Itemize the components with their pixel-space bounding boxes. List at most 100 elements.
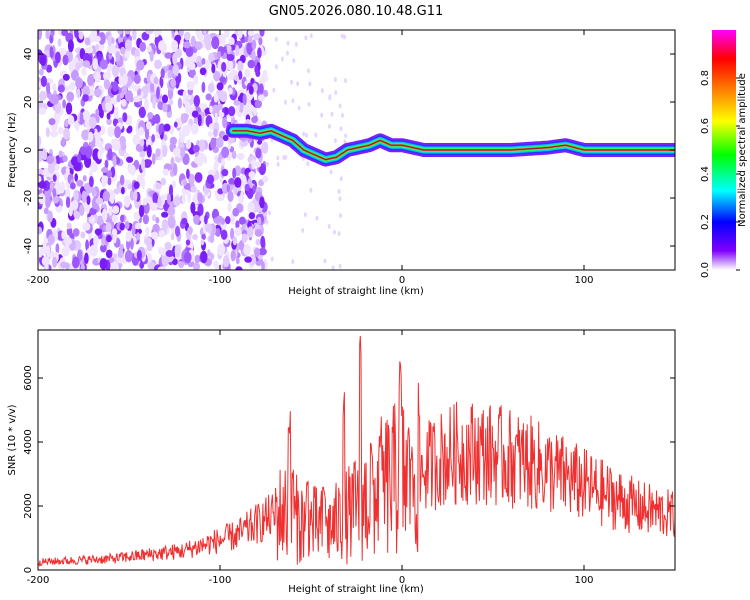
noise-blob bbox=[85, 239, 89, 251]
noise-blob bbox=[146, 159, 153, 166]
noise-blob bbox=[247, 34, 253, 44]
noise-blob bbox=[169, 201, 174, 215]
snr-frame bbox=[37, 329, 676, 571]
noise-blob bbox=[71, 199, 79, 211]
noise-blob bbox=[344, 133, 348, 139]
noise-blob bbox=[168, 184, 174, 197]
noise-blob bbox=[201, 81, 206, 93]
noise-blob bbox=[67, 39, 74, 53]
noise-blob bbox=[252, 105, 258, 116]
noise-blob bbox=[343, 34, 347, 40]
y-tick-label: 20 bbox=[23, 96, 34, 109]
noise-blob bbox=[262, 89, 269, 98]
noise-blob bbox=[40, 75, 48, 87]
noise-blob bbox=[255, 161, 262, 168]
snr-y-axis: 0 2000 4000 6000 bbox=[23, 365, 675, 573]
noise-blob bbox=[108, 207, 113, 216]
noise-blob bbox=[127, 125, 133, 133]
noise-blob bbox=[132, 95, 141, 103]
noise-blob bbox=[154, 113, 161, 124]
noise-blob bbox=[209, 234, 215, 244]
noise-blob bbox=[86, 195, 91, 205]
noise-blob bbox=[215, 227, 221, 237]
noise-blob bbox=[274, 36, 278, 42]
noise-blob bbox=[81, 129, 90, 141]
noise-blob bbox=[165, 250, 174, 257]
noise-blob bbox=[280, 56, 284, 62]
y-tick-label: 2000 bbox=[23, 493, 34, 518]
noise-blob bbox=[113, 188, 120, 195]
noise-blob bbox=[305, 132, 309, 138]
noise-blob bbox=[236, 152, 245, 161]
colorbar-tick-label: 0.2 bbox=[700, 214, 711, 230]
noise-blob bbox=[218, 111, 225, 118]
noise-blob bbox=[182, 179, 187, 186]
trace-centerline bbox=[232, 130, 675, 161]
noise-blob bbox=[254, 228, 263, 237]
noise-blob bbox=[63, 127, 71, 140]
snr-y-label: SNR (10 * v/v) bbox=[7, 404, 18, 475]
noise-blob bbox=[205, 93, 212, 101]
noise-blob bbox=[157, 196, 162, 208]
noise-blob bbox=[232, 207, 240, 217]
noise-blob bbox=[306, 161, 310, 167]
noise-blob bbox=[247, 30, 255, 37]
noise-blob bbox=[276, 155, 280, 161]
noise-blob bbox=[38, 193, 46, 205]
noise-blob bbox=[240, 140, 248, 147]
noise-blob bbox=[182, 41, 191, 49]
colorbar-label: Normalized spectral amplitude bbox=[737, 73, 748, 227]
noise-blob bbox=[284, 154, 288, 160]
spectrogram-panel: -200 -100 0 100 40 20 0 -20 -40 Height of strai… bbox=[7, 29, 676, 297]
noise-blob bbox=[144, 97, 149, 111]
noise-blob bbox=[259, 196, 265, 209]
noise-blob bbox=[139, 138, 145, 147]
noise-blob bbox=[57, 38, 62, 47]
noise-blob bbox=[112, 155, 117, 168]
noise-blob bbox=[61, 246, 70, 257]
noise-blob bbox=[50, 94, 59, 106]
noise-blob bbox=[187, 226, 193, 235]
noise-blob bbox=[193, 214, 200, 225]
x-tick-label: -200 bbox=[27, 275, 50, 286]
noise-blob bbox=[235, 44, 240, 57]
noise-blob bbox=[80, 263, 86, 270]
noise-blob bbox=[341, 112, 344, 118]
noise-blob bbox=[213, 70, 221, 82]
noise-blob bbox=[226, 60, 234, 71]
noise-blob bbox=[65, 196, 71, 208]
noise-blob bbox=[38, 30, 42, 40]
noise-blob bbox=[216, 82, 224, 91]
noise-blob bbox=[155, 217, 160, 224]
noise-blob bbox=[203, 33, 211, 46]
noise-blob bbox=[192, 234, 199, 240]
noise-blob bbox=[181, 193, 186, 205]
noise-blob bbox=[52, 256, 58, 268]
noise-blob bbox=[107, 35, 112, 47]
noise-blob bbox=[105, 222, 112, 233]
noise-blob bbox=[270, 256, 274, 262]
noise-blob bbox=[184, 101, 191, 114]
noise-blob bbox=[109, 192, 115, 204]
noise-blob bbox=[133, 189, 138, 202]
noise-blob bbox=[105, 100, 113, 112]
noise-blob bbox=[327, 224, 331, 229]
noise-blob bbox=[87, 74, 94, 86]
noise-blob bbox=[46, 82, 51, 95]
noise-blob bbox=[100, 244, 107, 253]
noise-blob bbox=[139, 150, 146, 158]
noise-blob bbox=[331, 265, 335, 270]
noise-blob bbox=[105, 249, 113, 259]
noise-blob bbox=[61, 137, 66, 148]
noise-blob bbox=[80, 231, 86, 239]
noise-blob bbox=[133, 84, 139, 92]
noise-blob bbox=[251, 159, 256, 170]
noise-blob bbox=[248, 253, 257, 266]
noise-blob bbox=[189, 68, 196, 79]
y-tick-label: 0 bbox=[23, 567, 34, 573]
colorbar-tick-label: 0.8 bbox=[700, 70, 711, 86]
noise-blob bbox=[237, 30, 243, 39]
noise-blob bbox=[308, 81, 312, 87]
noise-blob bbox=[259, 30, 265, 37]
noise-blob bbox=[195, 30, 200, 37]
